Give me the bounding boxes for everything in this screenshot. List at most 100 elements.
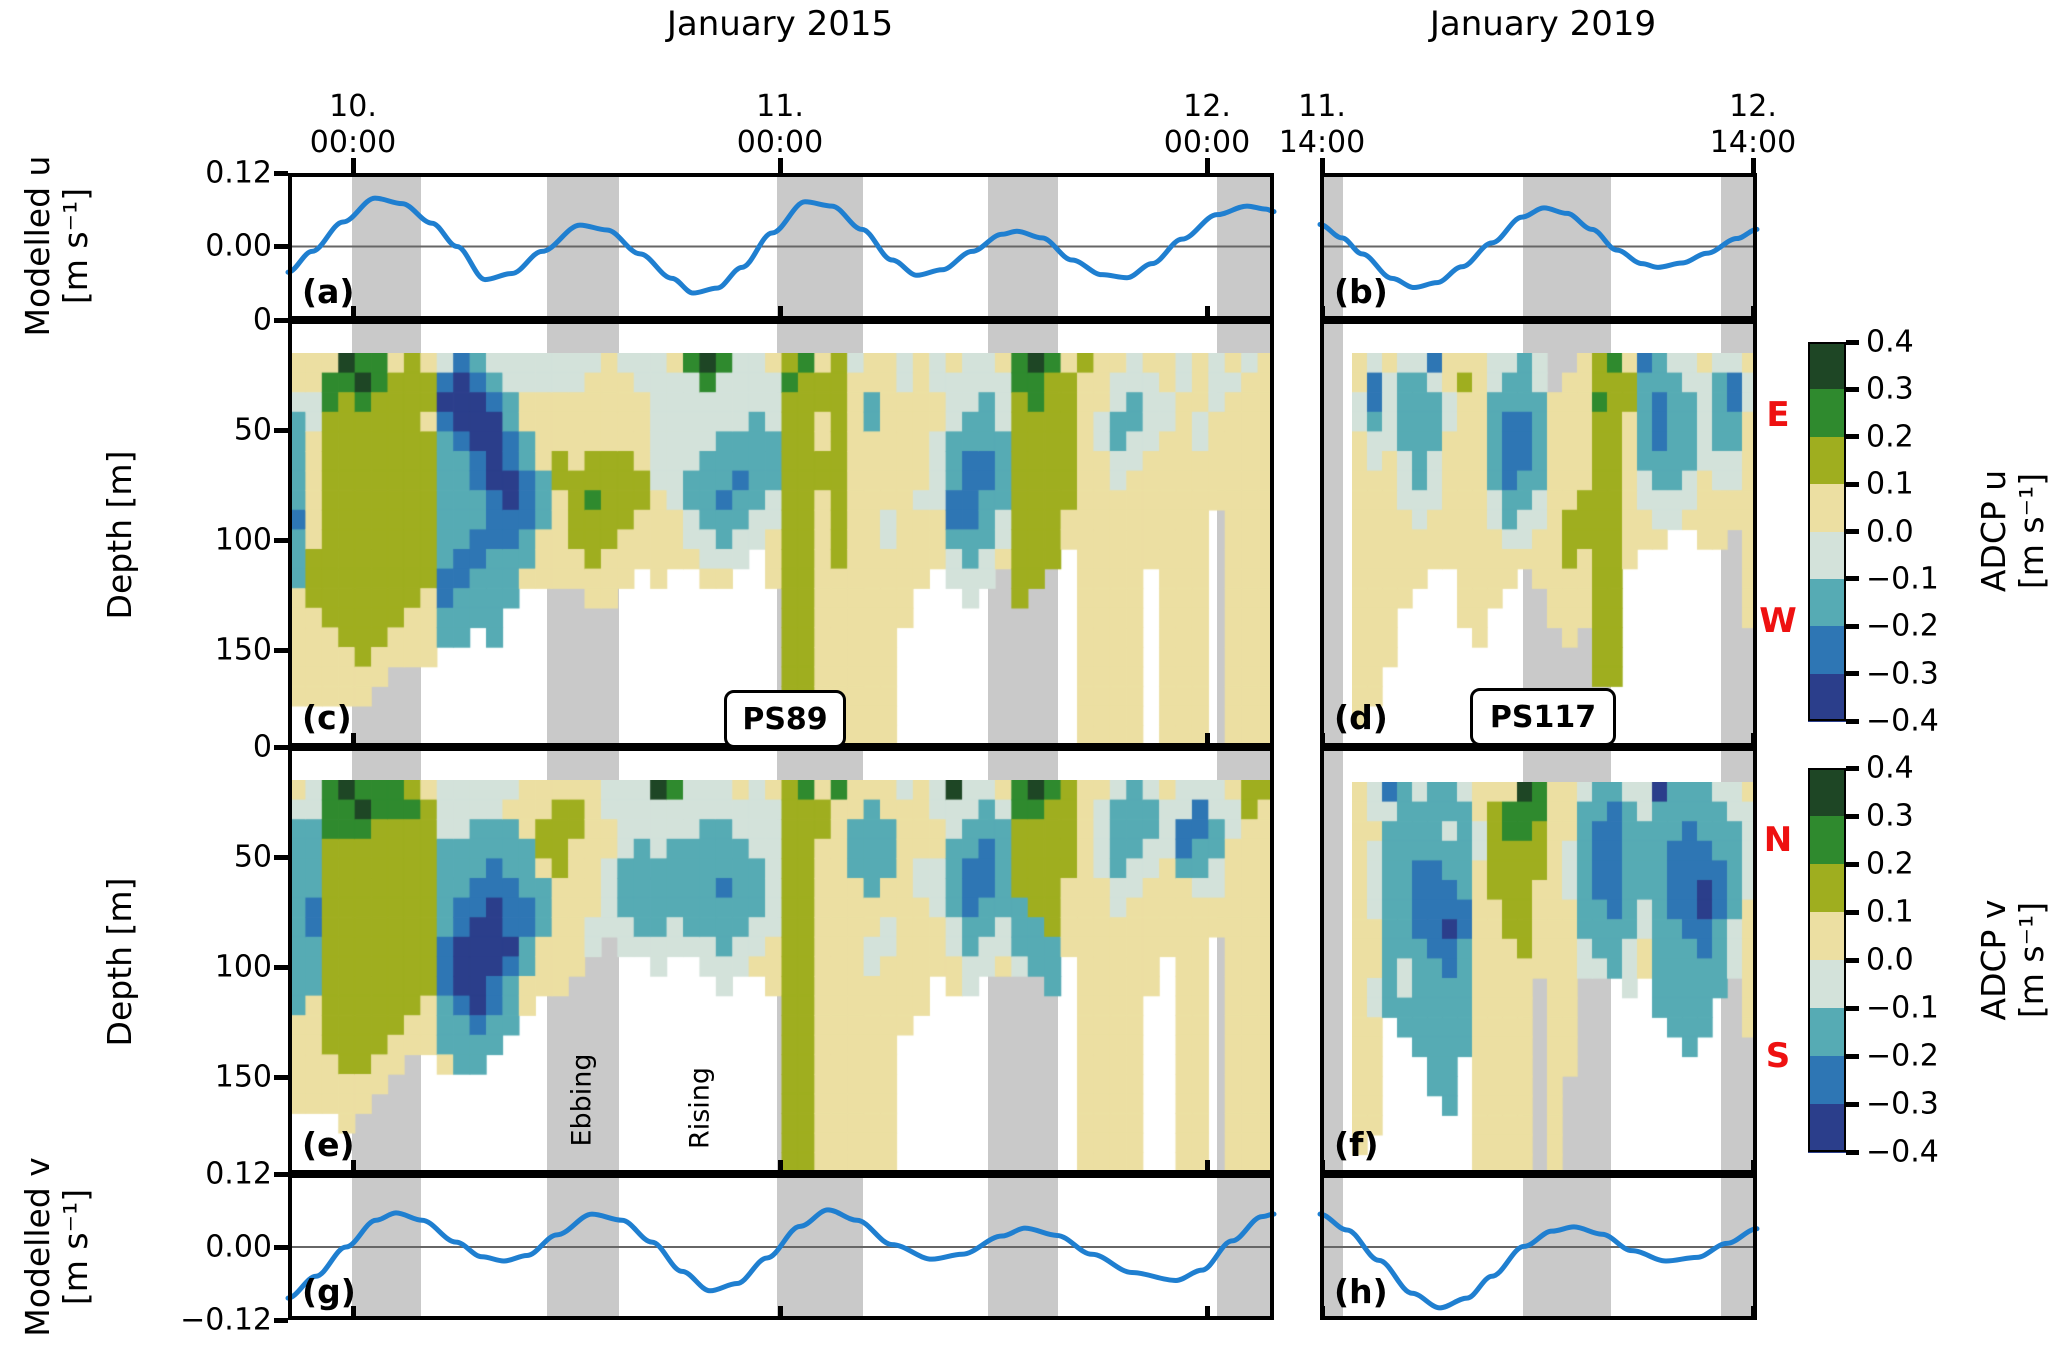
depth-lower-tickmark-0 xyxy=(274,744,288,750)
colorbar-u-segment-6 xyxy=(1808,626,1846,675)
colorbar-v-ticklabel-3: 0.1 xyxy=(1866,894,1914,930)
panel-letter-c: (c) xyxy=(302,698,352,737)
depth-lower-ticklabel-3: 150 xyxy=(214,1059,272,1095)
colorbar-v-segment-4 xyxy=(1808,960,1846,1009)
modelled-v-tickmark-2 xyxy=(274,1317,288,1323)
modelled-curve-b xyxy=(1317,205,1760,291)
colorbar-u-segment-4 xyxy=(1808,531,1846,580)
time-tick-label-2: 12. 00:00 xyxy=(1163,89,1251,160)
colorbar-u-segment-5 xyxy=(1808,578,1846,628)
time-tick-0 xyxy=(350,158,356,173)
panel-letter-f: (f) xyxy=(1334,1125,1379,1164)
colorbar-u-ticklabel-1: 0.3 xyxy=(1866,371,1914,407)
colorbar-v-ticklabel-8: −0.4 xyxy=(1866,1134,1939,1170)
depth-upper-ticklabel-2: 100 xyxy=(214,522,272,558)
colorbar-v-tickmark-3 xyxy=(1846,909,1859,915)
depth-lower-ticklabel-1: 50 xyxy=(233,839,272,875)
colorbar-u-ticklabel-4: 0.0 xyxy=(1866,514,1914,549)
time-tick-3 xyxy=(1319,158,1325,173)
modelled-curve-h xyxy=(1317,1211,1760,1311)
modelled-curve-a xyxy=(285,195,1277,296)
time-tick-inner-1-1174 xyxy=(777,1160,783,1174)
direction-south: S xyxy=(1765,1036,1791,1076)
colorbar-v-tickmark-4 xyxy=(1846,957,1859,963)
modelled-u-tickmark-0 xyxy=(274,170,288,176)
station-badge-ps89: PS89 xyxy=(724,690,846,748)
heatmap-f xyxy=(1352,782,1757,1174)
colorbar-u-ticklabel-8: −0.4 xyxy=(1866,703,1939,739)
time-tick-inner-2-747 xyxy=(1204,733,1210,747)
y-axis-label-depth-upper: Depth [m] xyxy=(100,450,139,620)
colorbar-u-tickmark-8 xyxy=(1846,718,1859,724)
colorbar-v-ticklabel-6: −0.2 xyxy=(1866,1038,1939,1074)
time-tick-inner-1-1320 xyxy=(777,1306,783,1320)
colorbar-v-ticklabel-2: 0.2 xyxy=(1866,846,1914,882)
adcp-u-name: ADCP u xyxy=(1974,469,2013,593)
time-tick-1 xyxy=(777,158,783,173)
colorbar-v-frame xyxy=(1808,768,1846,1152)
y-axis-label-modelled-v: Modelled v [m s⁻¹] xyxy=(18,1157,95,1337)
modelled-curve-g xyxy=(285,1207,1277,1301)
time-tick-inner-0-1320 xyxy=(350,1306,356,1320)
adcp-v-name: ADCP v xyxy=(1974,899,2013,1021)
modelled-v-unit: [m s⁻¹] xyxy=(56,1188,95,1306)
title-january-2019: January 2019 xyxy=(1429,4,1657,44)
colorbar-u-tickmark-2 xyxy=(1846,434,1859,440)
adcp-v-unit: [m s⁻¹] xyxy=(2012,901,2051,1019)
modelled-u-ticklabel-0: 0.12 xyxy=(205,155,272,191)
direction-east: E xyxy=(1766,395,1790,435)
y-axis-label-modelled-u: Modelled u [m s⁻¹] xyxy=(18,156,95,337)
depth-lower-tickmark-1 xyxy=(274,854,288,860)
colorbar-u-frame xyxy=(1808,342,1846,721)
modelled-v-tickmark-1 xyxy=(274,1244,288,1250)
time-tick-inner-0-1174 xyxy=(350,1160,356,1174)
time-tick-label-1: 11. 00:00 xyxy=(736,89,824,160)
time-tick-inner-4-1174 xyxy=(1750,1160,1756,1174)
colorbar-v-segment-6 xyxy=(1808,1056,1846,1105)
depth-lower-tickmark-2 xyxy=(274,964,288,970)
depth-lower-ticklabel-2: 100 xyxy=(214,949,272,985)
colorbar-u-ticklabel-7: −0.3 xyxy=(1866,656,1939,692)
depth-upper-tickmark-2 xyxy=(274,537,288,543)
time-tick-inner-4-747 xyxy=(1750,733,1756,747)
colorbar-u-segment-7 xyxy=(1808,673,1846,722)
colorbar-u-segment-1 xyxy=(1808,389,1846,438)
title-january-2015: January 2015 xyxy=(666,4,894,44)
depth-upper-ticklabel-1: 50 xyxy=(233,412,272,448)
modelled-v-ticklabel-2: −0.12 xyxy=(180,1302,272,1338)
colorbar-v-segment-3 xyxy=(1808,912,1846,961)
time-tick-4 xyxy=(1750,158,1756,173)
modelled-u-ticklabel-1: 0.00 xyxy=(205,228,272,264)
colorbar-v-tickmark-7 xyxy=(1846,1101,1859,1107)
time-tick-inner-2-320 xyxy=(1204,306,1210,320)
colorbar-u-ticklabel-6: −0.2 xyxy=(1866,608,1939,644)
colorbar-v-ticklabel-4: 0.0 xyxy=(1866,942,1914,978)
time-tick-inner-0-320 xyxy=(350,306,356,320)
panel-letter-b: (b) xyxy=(1334,272,1388,311)
modelled-v-ticklabel-0: 0.12 xyxy=(205,1156,272,1192)
colorbar-v-ticklabel-0: 0.4 xyxy=(1866,750,1914,786)
time-tick-inner-4-1320 xyxy=(1750,1306,1756,1320)
modelled-u-unit: [m s⁻¹] xyxy=(56,187,95,305)
colorbar-u-ticklabel-5: −0.1 xyxy=(1866,561,1939,597)
colorbar-u-tickmark-7 xyxy=(1846,671,1859,677)
colorbar-u-tickmark-6 xyxy=(1846,623,1859,629)
colorbar-u-tickmark-4 xyxy=(1846,529,1859,534)
time-tick-inner-3-320 xyxy=(1319,306,1325,320)
colorbar-v-segment-0 xyxy=(1808,768,1846,817)
time-tick-inner-3-747 xyxy=(1319,733,1325,747)
heatmap-e xyxy=(289,780,1274,1172)
colorbar-v-ticklabel-1: 0.3 xyxy=(1866,798,1914,834)
modelled-v-name: Modelled v xyxy=(18,1157,57,1337)
ebbing-label: Ebbing xyxy=(566,1053,598,1147)
depth-lower-ticklabel-0: 0 xyxy=(252,729,272,765)
colorbar-u-ticklabel-0: 0.4 xyxy=(1866,324,1914,360)
time-tick-label-4: 12. 14:00 xyxy=(1709,89,1797,160)
time-tick-label-3: 11. 14:00 xyxy=(1278,89,1366,160)
modelled-v-ticklabel-1: 0.00 xyxy=(205,1229,272,1265)
colorbar-v-ticklabel-5: −0.1 xyxy=(1866,990,1939,1026)
panel-letter-e: (e) xyxy=(302,1125,355,1164)
depth-upper-tickmark-0 xyxy=(274,317,288,323)
